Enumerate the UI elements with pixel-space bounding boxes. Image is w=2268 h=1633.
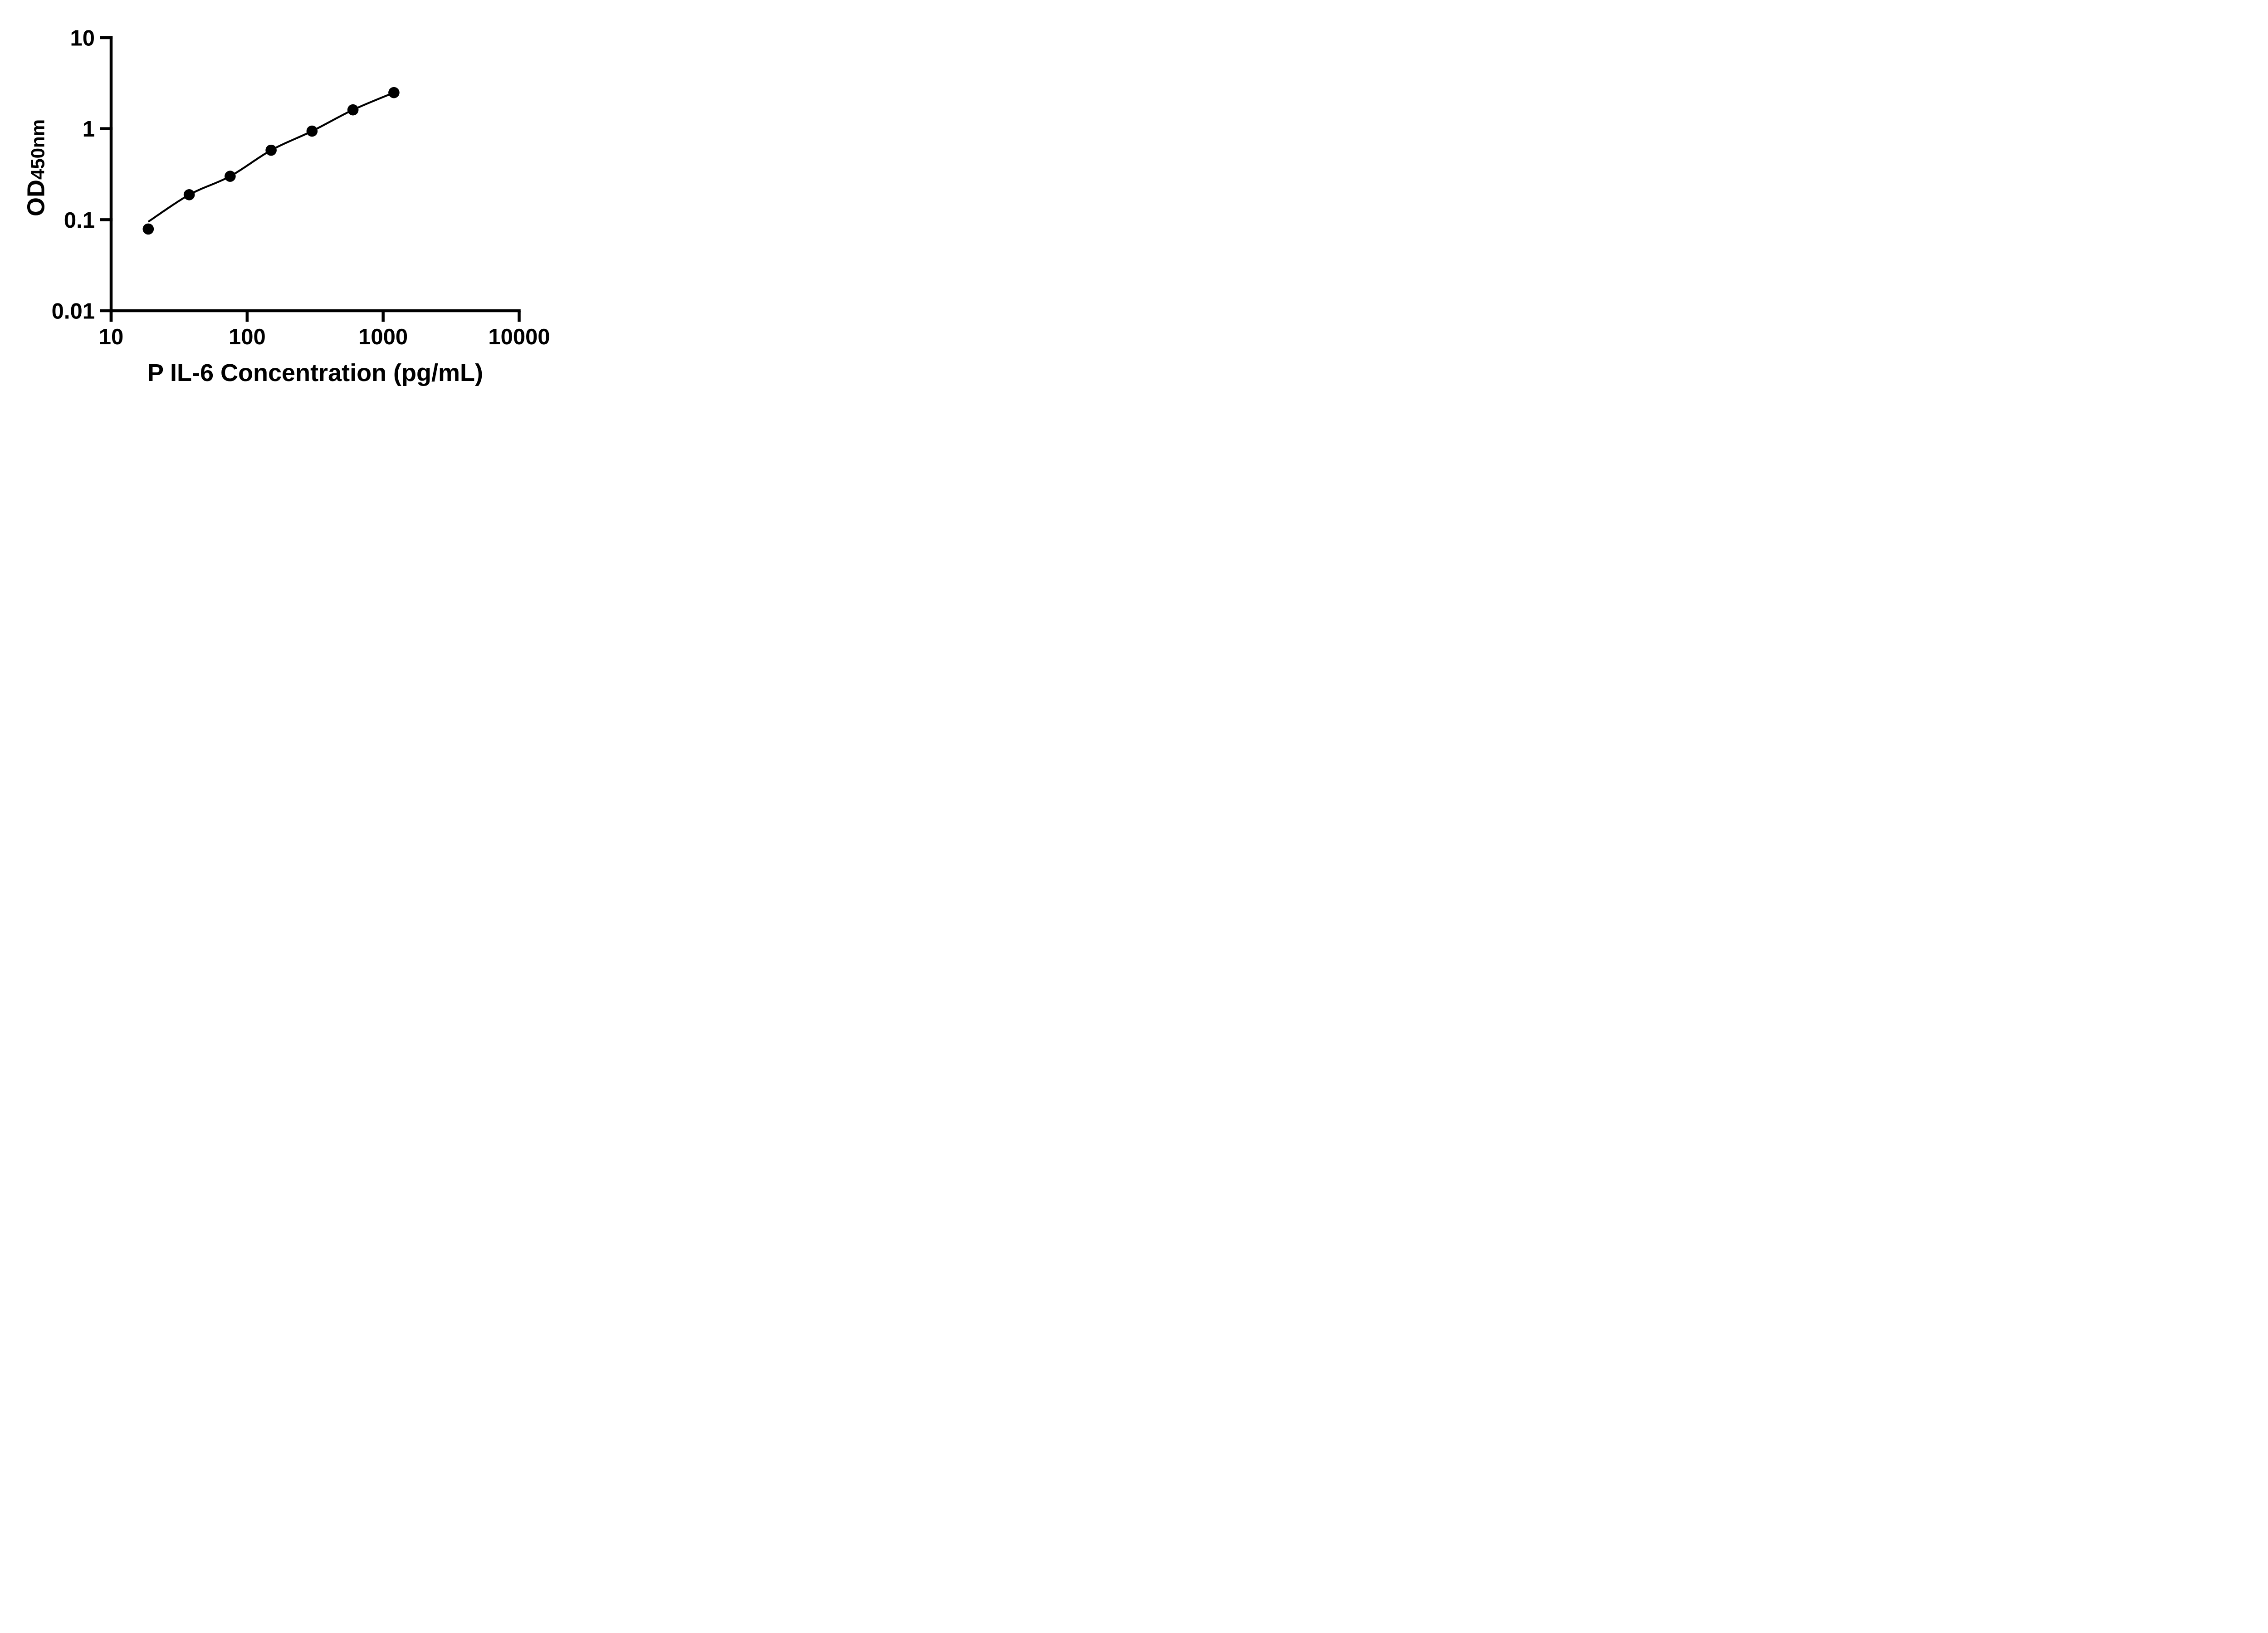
data-point-150pg-ml	[265, 144, 277, 156]
data-point-18.75pg-ml	[142, 223, 154, 235]
standard-curve-plot: 10 100 1000 10000 10 1 0.1 0.01 P IL-6 Concent…	[23, 26, 550, 387]
y-axis-tick-labels: 10 1 0.1 0.01	[52, 26, 95, 324]
x-axis-title: P IL-6 Concentration (pg/mL)	[147, 359, 483, 386]
y-tick-label-0.1: 0.1	[64, 208, 95, 233]
data-point-600pg-ml	[347, 104, 359, 116]
x-axis-tick-labels: 10 100 1000 10000	[99, 325, 550, 349]
y-tick-label-0.01: 0.01	[52, 299, 95, 324]
elisa-standard-curve-figure: 10 100 1000 10000 10 1 0.1 0.01 P IL-6 Concent…	[0, 0, 582, 408]
data-point-300pg-ml	[306, 125, 318, 137]
y-axis-ticks	[100, 36, 113, 313]
x-tick-label-10: 10	[99, 325, 124, 349]
x-tick-label-1000: 1000	[358, 325, 408, 349]
x-tick-label-100: 100	[229, 325, 266, 349]
data-point-75pg-ml	[225, 171, 236, 182]
y-tick-label-10: 10	[70, 26, 95, 51]
x-axis-ticks	[109, 311, 521, 322]
x-tick-label-10000: 10000	[488, 325, 550, 349]
data-point-1200pg-ml	[388, 87, 400, 98]
data-point-markers	[142, 87, 400, 235]
axes	[109, 36, 521, 322]
y-axis-title: OD450nm	[23, 119, 50, 216]
y-tick-label-1: 1	[83, 117, 95, 142]
data-point-37.5pg-ml	[183, 189, 195, 200]
y-axis-title-subscript: 450nm	[27, 119, 49, 180]
y-axis-title-main: OD	[23, 180, 50, 216]
